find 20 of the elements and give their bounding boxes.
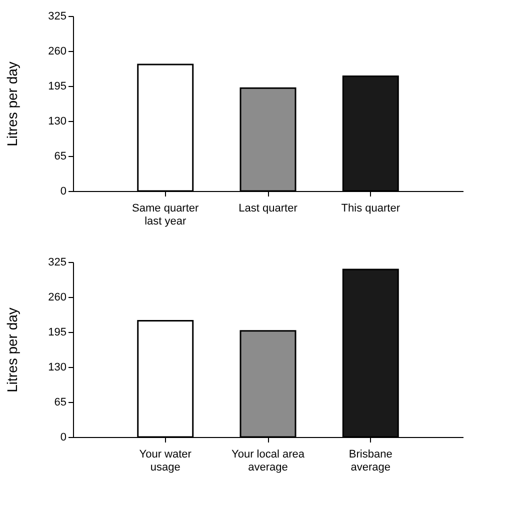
y-tick-label: 325 bbox=[48, 10, 66, 22]
y-tick-label: 260 bbox=[48, 46, 66, 58]
y-tick-label: 260 bbox=[48, 292, 66, 304]
y-tick-label: 65 bbox=[54, 150, 66, 162]
y-tick-label: 0 bbox=[60, 186, 66, 198]
x-tick-label: This quarter bbox=[341, 202, 400, 214]
y-tick-label: 195 bbox=[48, 80, 66, 92]
x-tick-label: Last quarter bbox=[238, 202, 298, 214]
y-tick-label: 130 bbox=[48, 362, 66, 374]
y-tick-label: 325 bbox=[48, 256, 66, 268]
x-tick-label: Your local area average bbox=[232, 448, 306, 474]
y-axis-title: Litres per day bbox=[4, 308, 20, 392]
y-tick-label: 0 bbox=[60, 432, 66, 444]
x-tick-label: Same quarter last year bbox=[132, 202, 200, 228]
y-tick-label: 130 bbox=[48, 116, 66, 128]
x-tick-label: Brisbane average bbox=[348, 448, 392, 474]
y-axis-title: Litres per day bbox=[4, 62, 20, 146]
y-tick-label: 195 bbox=[48, 326, 66, 338]
y-tick-label: 65 bbox=[54, 396, 66, 408]
x-tick-label: Your water usage bbox=[139, 448, 192, 474]
